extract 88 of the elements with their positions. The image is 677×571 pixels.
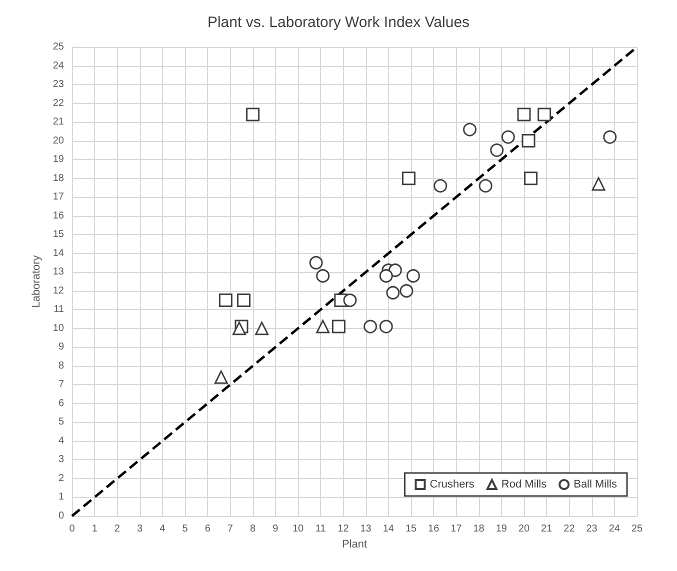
x-tick-label: 20 bbox=[518, 524, 530, 534]
x-tick-label: 25 bbox=[631, 524, 643, 534]
x-tick-label: 2 bbox=[114, 524, 120, 534]
point bbox=[232, 322, 246, 336]
point bbox=[386, 286, 400, 300]
y-tick-label: 18 bbox=[52, 172, 64, 184]
x-tick-label: 24 bbox=[608, 524, 620, 534]
point bbox=[237, 294, 251, 308]
y-tick-label: 8 bbox=[58, 360, 64, 372]
y-tick-label: 4 bbox=[58, 435, 64, 446]
y-tick-label: 1 bbox=[58, 492, 64, 503]
y-tick-label: 23 bbox=[52, 79, 64, 90]
x-tick-label: 9 bbox=[272, 524, 279, 534]
point bbox=[434, 179, 448, 193]
point bbox=[524, 172, 538, 186]
point bbox=[400, 284, 414, 298]
point bbox=[246, 108, 260, 122]
x-tick-label: 8 bbox=[250, 524, 256, 534]
x-tick-label: 17 bbox=[450, 524, 462, 534]
point bbox=[309, 256, 323, 270]
y-tick-label: 3 bbox=[58, 454, 64, 466]
point bbox=[463, 122, 477, 136]
y-tick-label: 15 bbox=[52, 229, 64, 240]
x-tick-label: 23 bbox=[586, 524, 598, 534]
point bbox=[218, 294, 232, 308]
y-tick-label: 19 bbox=[52, 154, 64, 166]
y-tick-label: 5 bbox=[58, 416, 64, 428]
y-tick-label: 7 bbox=[58, 379, 64, 390]
x-tick-label: 5 bbox=[182, 524, 188, 534]
y-tick-label: 17 bbox=[52, 192, 64, 203]
point bbox=[402, 172, 416, 186]
y-tick-label: 11 bbox=[54, 304, 64, 316]
x-tick-label: 22 bbox=[564, 524, 576, 534]
legend-label: Crushers bbox=[430, 478, 475, 490]
y-tick-label: 25 bbox=[52, 42, 64, 52]
x-tick-label: 12 bbox=[338, 524, 350, 534]
x-tick-label: 19 bbox=[496, 524, 508, 534]
y-tick-label: 0 bbox=[58, 510, 64, 522]
point bbox=[316, 320, 330, 334]
y-tick-label: 2 bbox=[58, 472, 64, 484]
y-tick-label: 21 bbox=[52, 116, 64, 128]
point bbox=[517, 108, 531, 122]
point bbox=[332, 320, 346, 334]
point bbox=[592, 177, 606, 191]
point bbox=[388, 263, 402, 277]
chart-title: Plant vs. Laboratory Work Index Values bbox=[207, 14, 470, 31]
x-tick-label: 15 bbox=[405, 524, 417, 534]
y-tick-label: 22 bbox=[52, 98, 64, 109]
point bbox=[214, 370, 228, 384]
legend-label: Ball Mills bbox=[574, 478, 618, 490]
x-tick-label: 16 bbox=[428, 524, 440, 534]
y-tick-label: 13 bbox=[52, 266, 64, 278]
x-tick-label: 4 bbox=[160, 524, 166, 534]
y-tick-label: 14 bbox=[52, 248, 64, 259]
x-tick-label: 3 bbox=[137, 524, 144, 534]
point bbox=[490, 143, 504, 157]
point bbox=[343, 294, 357, 308]
x-tick-label: 0 bbox=[69, 524, 76, 534]
legend-label: Rod Mills bbox=[501, 478, 548, 490]
point bbox=[379, 320, 393, 334]
y-tick-label: 10 bbox=[52, 322, 64, 334]
point bbox=[522, 134, 536, 148]
y-tick-label: 16 bbox=[52, 210, 64, 222]
point bbox=[364, 320, 378, 334]
point bbox=[603, 130, 617, 144]
x-axis-title: Plant bbox=[342, 538, 368, 550]
point bbox=[316, 269, 330, 283]
point bbox=[538, 108, 552, 122]
point bbox=[255, 322, 269, 336]
point bbox=[478, 179, 492, 193]
point bbox=[406, 269, 420, 283]
y-axis-title: Laboratory bbox=[30, 254, 42, 308]
point bbox=[379, 269, 393, 283]
x-tick-label: 13 bbox=[360, 524, 372, 534]
y-tick-label: 6 bbox=[58, 398, 64, 409]
x-tick-label: 18 bbox=[473, 524, 485, 534]
x-tick-label: 6 bbox=[204, 524, 211, 534]
y-tick-label: 20 bbox=[52, 135, 64, 146]
x-tick-label: 10 bbox=[292, 524, 304, 534]
x-tick-label: 7 bbox=[227, 524, 234, 534]
y-tick-label: 24 bbox=[52, 60, 64, 72]
x-tick-label: 11 bbox=[315, 524, 326, 534]
point bbox=[501, 130, 515, 144]
y-tick-label: 9 bbox=[58, 342, 64, 353]
x-tick-label: 1 bbox=[92, 524, 98, 534]
y-tick-label: 12 bbox=[52, 285, 64, 296]
x-tick-label: 21 bbox=[541, 524, 553, 534]
x-tick-label: 14 bbox=[382, 524, 394, 534]
